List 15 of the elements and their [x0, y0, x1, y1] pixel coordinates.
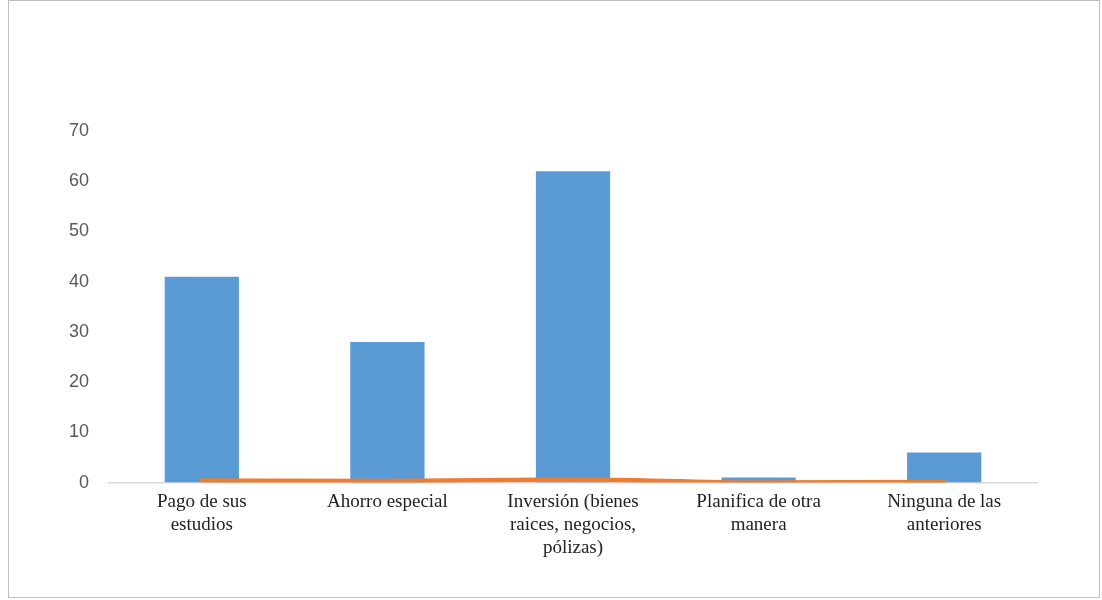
y-tick-label: 60: [68, 170, 90, 191]
x-tick-label: Inversión (bienes raices, negocios, pólizas): [507, 489, 639, 558]
y-tick-label: 50: [68, 220, 90, 241]
y-tick-label: 10: [68, 421, 90, 442]
y-tick-label: 30: [68, 320, 90, 341]
x-tick-label: Pago de sus estudios: [156, 489, 247, 534]
x-tick-label: Ninguna de las anteriores: [887, 489, 1002, 534]
x-tick-label: Ahorro especial: [327, 489, 448, 511]
y-tick-label: 20: [68, 371, 90, 392]
y-tick-label: 40: [68, 270, 90, 291]
y-tick-label: 0: [79, 471, 90, 492]
bar: [164, 276, 239, 483]
y-tick-label: 70: [68, 119, 90, 140]
bar: [907, 452, 982, 483]
x-tick-label: Planifica de otra manera: [696, 489, 822, 534]
